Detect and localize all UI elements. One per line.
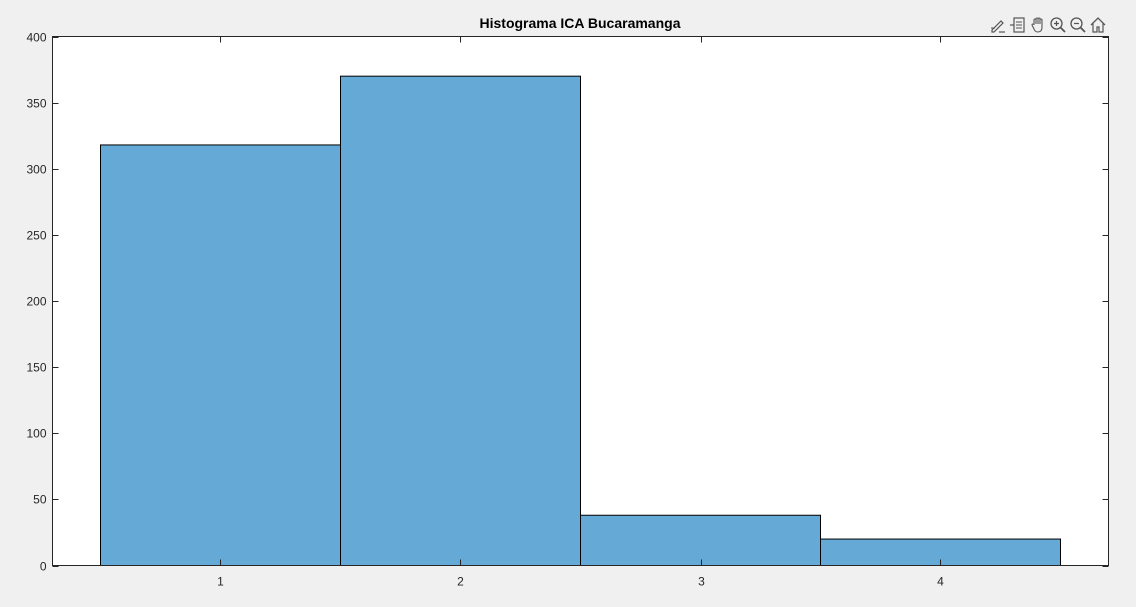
- datatip-icon: [1010, 17, 1025, 33]
- chart-title: Histograma ICA Bucaramanga: [480, 15, 681, 31]
- pan-button[interactable]: [1028, 14, 1048, 36]
- y-tick-label: 100: [26, 427, 46, 441]
- x-tick-label: 2: [457, 575, 464, 589]
- bar-3: [580, 514, 821, 566]
- y-tick-label: 50: [33, 493, 47, 507]
- y-tick-label: 250: [26, 229, 46, 243]
- bars-layer: [100, 75, 1061, 567]
- ticks-layer: 0 50 100 150 200 250 300 350 400 1 2 3 4: [26, 31, 1109, 589]
- axes-toolbar: [988, 14, 1108, 36]
- zoom-out-button[interactable]: [1068, 14, 1088, 36]
- edit-pen-icon: [991, 20, 1005, 33]
- y-tick-label: 300: [26, 163, 46, 177]
- y-tick-label: 200: [26, 295, 46, 309]
- x-tick-label: 4: [937, 575, 944, 589]
- y-tick-label: 350: [26, 97, 46, 111]
- edit-button[interactable]: [988, 14, 1008, 36]
- x-tick-label: 1: [217, 575, 224, 589]
- datatip-button[interactable]: [1008, 14, 1028, 36]
- bar-2: [340, 75, 581, 567]
- home-button[interactable]: [1088, 14, 1108, 36]
- home-icon: [1090, 17, 1106, 33]
- zoom-in-icon: [1050, 17, 1066, 33]
- y-tick-label: 150: [26, 361, 46, 375]
- bar-1: [100, 144, 341, 566]
- y-tick-label: 0: [40, 560, 47, 574]
- axes-box: [52, 36, 1109, 566]
- zoom-in-button[interactable]: [1048, 14, 1068, 36]
- zoom-out-icon: [1070, 17, 1086, 33]
- y-tick-label: 400: [26, 31, 46, 45]
- x-tick-label: 3: [698, 575, 705, 589]
- pan-hand-icon: [1031, 17, 1043, 33]
